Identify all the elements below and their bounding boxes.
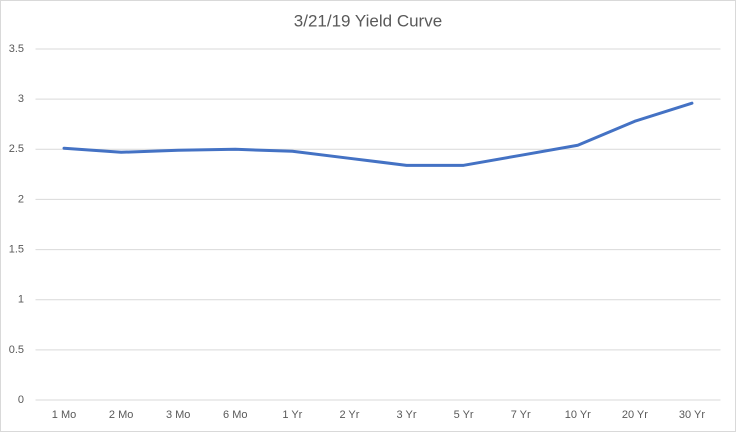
y-tick-label: 2.5	[9, 143, 24, 155]
x-tick-label: 2 Yr	[339, 409, 359, 421]
x-tick-label: 7 Yr	[511, 409, 531, 421]
y-tick-label: 3	[18, 93, 24, 105]
y-tick-label: 0.5	[9, 344, 24, 356]
x-tick-label: 5 Yr	[454, 409, 474, 421]
y-tick-label: 1	[18, 294, 24, 306]
x-tick-label: 20 Yr	[622, 409, 648, 421]
y-tick-label: 3.5	[9, 43, 24, 55]
x-tick-label: 3 Yr	[397, 409, 417, 421]
y-tick-label: 1.5	[9, 243, 24, 255]
x-tick-label: 3 Mo	[166, 409, 190, 421]
y-tick-label: 0	[18, 394, 24, 406]
x-tick-label: 30 Yr	[679, 409, 705, 421]
x-tick-label: 1 Yr	[282, 409, 302, 421]
x-tick-label: 6 Mo	[223, 409, 247, 421]
x-tick-label: 2 Mo	[109, 409, 133, 421]
line-series	[62, 101, 694, 167]
chart-title: 3/21/19 Yield Curve	[294, 11, 442, 30]
y-tick-label: 2	[18, 193, 24, 205]
x-tick-label: 1 Mo	[52, 409, 76, 421]
x-tick-label: 10 Yr	[565, 409, 591, 421]
